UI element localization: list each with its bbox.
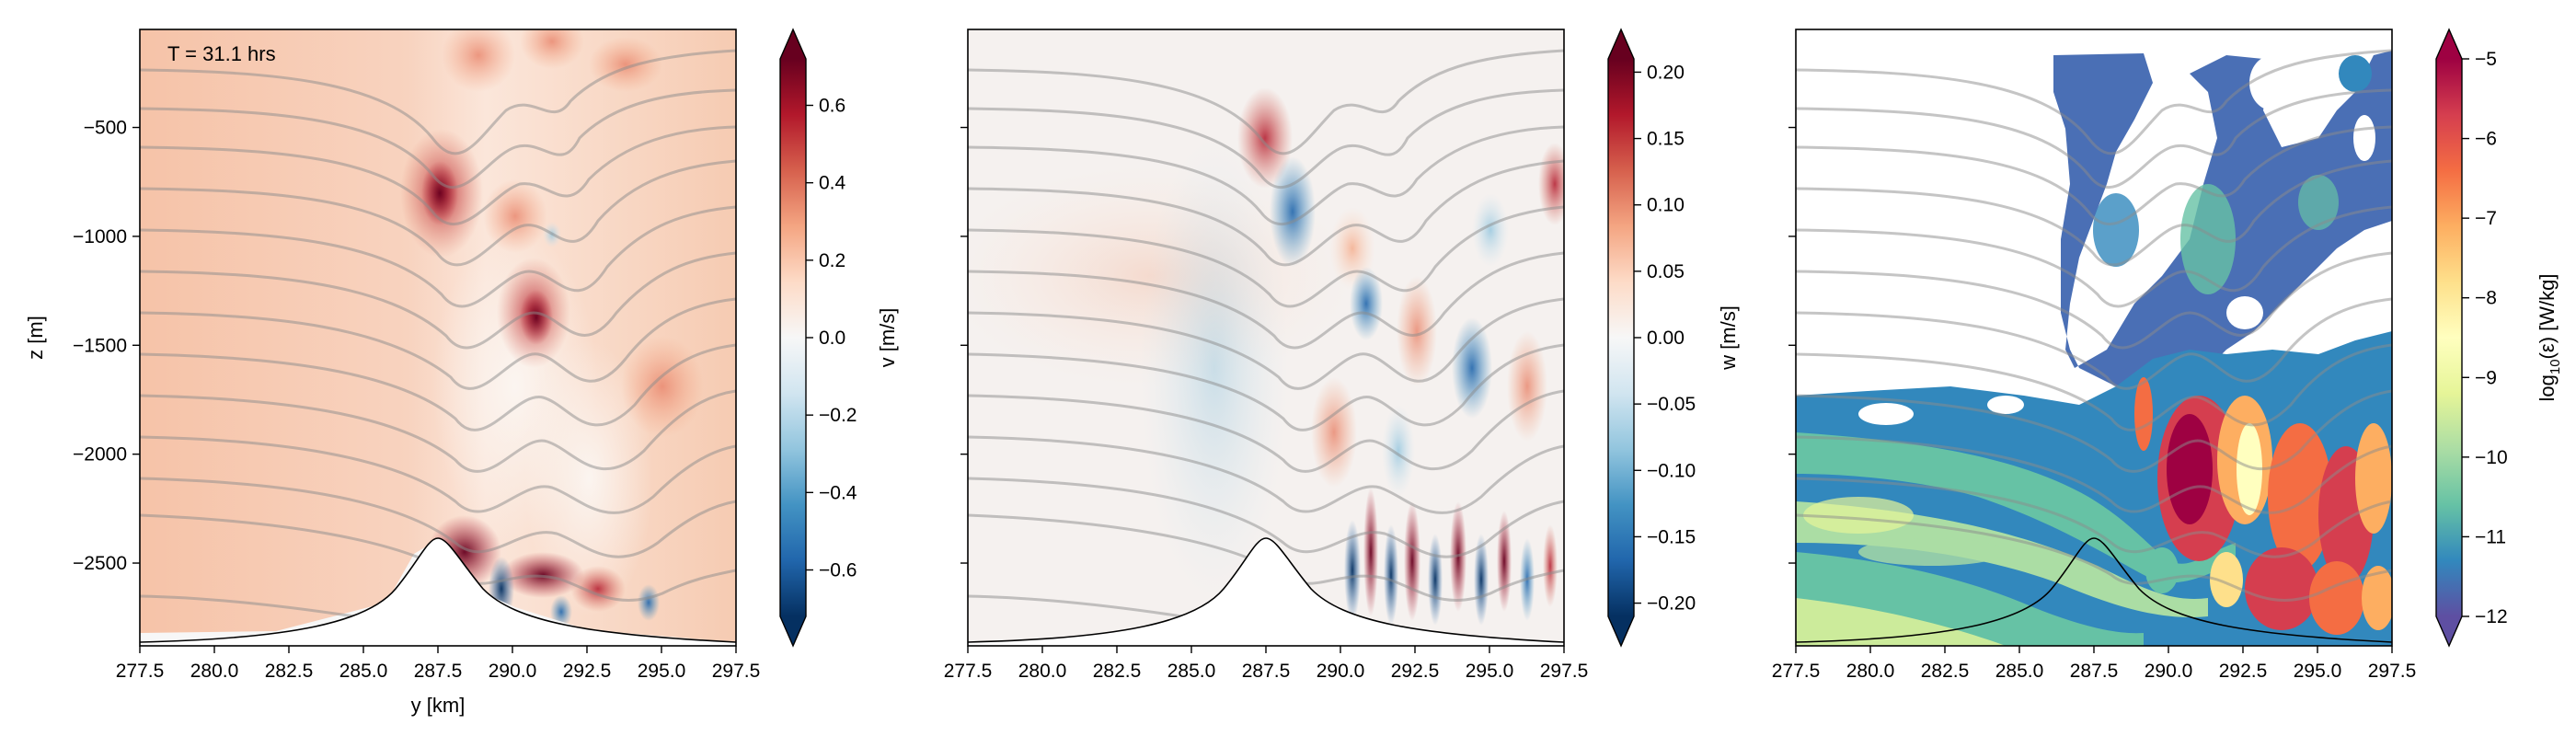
- colorbar-tick-label: −10: [2475, 447, 2508, 468]
- v-y-axis: −500 −1000 −1500 −2000 −2500: [73, 118, 140, 574]
- x-tick-label: 282.5: [1093, 661, 1142, 682]
- y-tick-label: −2500: [73, 553, 127, 574]
- v-field: [140, 29, 736, 646]
- x-tick-label: 277.5: [116, 661, 165, 682]
- colorbar-tick-label: 0.0: [819, 328, 845, 349]
- panel-w: 277.5 280.0 282.5 285.0 287.5 290.0 292.5 295.0…: [944, 28, 1740, 682]
- x-tick-label: 287.5: [1242, 661, 1291, 682]
- colorbar-tick-label: −8: [2475, 288, 2497, 309]
- y-tick-label: −500: [84, 118, 127, 139]
- x-tick-label: 297.5: [712, 661, 761, 682]
- x-tick-label: 290.0: [1317, 661, 1365, 682]
- panel-v: T = 31.1 hrs 277.5 280.0 282.5 285.0 287.5 29…: [24, 28, 899, 717]
- colorbar-tick-label: −0.2: [819, 405, 857, 426]
- v-x-axis: 277.5 280.0 282.5 285.0 287.5 290.0 292.5 295.0…: [116, 646, 761, 682]
- colorbar-tick-label: −6: [2475, 129, 2497, 150]
- colorbar-epsilon: −5 −6 −7 −8 −9 −10 −11 −12 log10(ε) [W/kg]: [2435, 28, 2563, 648]
- x-axis-label: y [km]: [411, 694, 466, 717]
- x-tick-label: 290.0: [489, 661, 537, 682]
- w-y-axis: [960, 126, 968, 564]
- x-tick-label: 285.0: [1995, 661, 2044, 682]
- y-axis-label: z [m]: [24, 316, 47, 360]
- x-tick-label: 280.0: [1846, 661, 1895, 682]
- colorbar-tick-label: 0.6: [819, 96, 845, 117]
- colorbar-tick-label: −0.10: [1647, 460, 1696, 481]
- colorbar-tick-label: −0.20: [1647, 593, 1696, 615]
- colorbar-tick-label: −11: [2475, 526, 2506, 547]
- x-tick-label: 287.5: [414, 661, 463, 682]
- x-tick-label: 287.5: [2070, 661, 2119, 682]
- y-tick-label: −1500: [73, 335, 127, 356]
- epsilon-field: [1796, 29, 2392, 646]
- colorbar-epsilon-label: log10(ε) [W/kg]: [2536, 274, 2563, 402]
- x-tick-label: 295.0: [2294, 661, 2342, 682]
- colorbar-tick-label: 0.20: [1647, 62, 1685, 83]
- x-tick-label: 295.0: [1466, 661, 1514, 682]
- x-tick-label: 290.0: [2145, 661, 2193, 682]
- x-tick-label: 280.0: [1018, 661, 1067, 682]
- colorbar-tick-label: −0.05: [1647, 394, 1696, 415]
- time-annotation: T = 31.1 hrs: [167, 42, 276, 65]
- colorbar-tick-label: −5: [2475, 49, 2497, 70]
- x-tick-label: 285.0: [1167, 661, 1216, 682]
- epsilon-y-axis: [1788, 126, 1796, 564]
- colorbar-tick-label: 0.05: [1647, 261, 1685, 282]
- colorbar-tick-label: −0.6: [819, 560, 857, 581]
- panel-epsilon: 277.5 280.0 282.5 285.0 287.5 290.0 292.5 295.0…: [1772, 28, 2563, 682]
- colorbar-tick-label: −0.4: [819, 482, 857, 503]
- x-tick-label: 292.5: [563, 661, 612, 682]
- w-field: [968, 29, 1564, 646]
- colorbar-tick-label: 0.15: [1647, 129, 1685, 150]
- x-tick-label: 292.5: [2219, 661, 2268, 682]
- x-tick-label: 285.0: [339, 661, 388, 682]
- colorbar-tick-label: 0.4: [819, 173, 846, 194]
- w-x-axis: 277.5 280.0 282.5 285.0 287.5 290.0 292.5 295.0…: [944, 646, 1589, 682]
- epsilon-x-axis: 277.5 280.0 282.5 285.0 287.5 290.0 292.5 295.0…: [1772, 646, 2417, 682]
- x-tick-label: 282.5: [1921, 661, 1970, 682]
- colorbar-tick-label: 0.00: [1647, 328, 1685, 349]
- x-tick-label: 297.5: [1540, 661, 1589, 682]
- y-tick-label: −2000: [73, 444, 127, 466]
- x-tick-label: 292.5: [1391, 661, 1440, 682]
- colorbar-v: 0.6 0.4 0.2 0.0 −0.2 −0.4 −0.6 v [m/s]: [779, 28, 899, 648]
- colorbar-tick-label: −0.15: [1647, 526, 1696, 547]
- x-tick-label: 295.0: [638, 661, 686, 682]
- x-tick-label: 280.0: [190, 661, 239, 682]
- colorbar-v-label: v [m/s]: [876, 308, 899, 368]
- colorbar-tick-label: −7: [2475, 208, 2497, 229]
- y-tick-label: −1000: [73, 226, 127, 247]
- colorbar-tick-label: 0.2: [819, 250, 845, 271]
- colorbar-tick-label: 0.10: [1647, 195, 1685, 216]
- x-tick-label: 282.5: [265, 661, 314, 682]
- x-tick-label: 297.5: [2368, 661, 2417, 682]
- colorbar-w-label: w [m/s]: [1717, 305, 1740, 371]
- colorbar-tick-label: −9: [2475, 367, 2497, 388]
- x-tick-label: 277.5: [944, 661, 993, 682]
- x-tick-label: 277.5: [1772, 661, 1821, 682]
- colorbar-tick-label: −12: [2475, 606, 2508, 627]
- colorbar-w: 0.20 0.15 0.10 0.05 0.00 −0.05 −0.10 −0.15 −0.20…: [1607, 28, 1740, 648]
